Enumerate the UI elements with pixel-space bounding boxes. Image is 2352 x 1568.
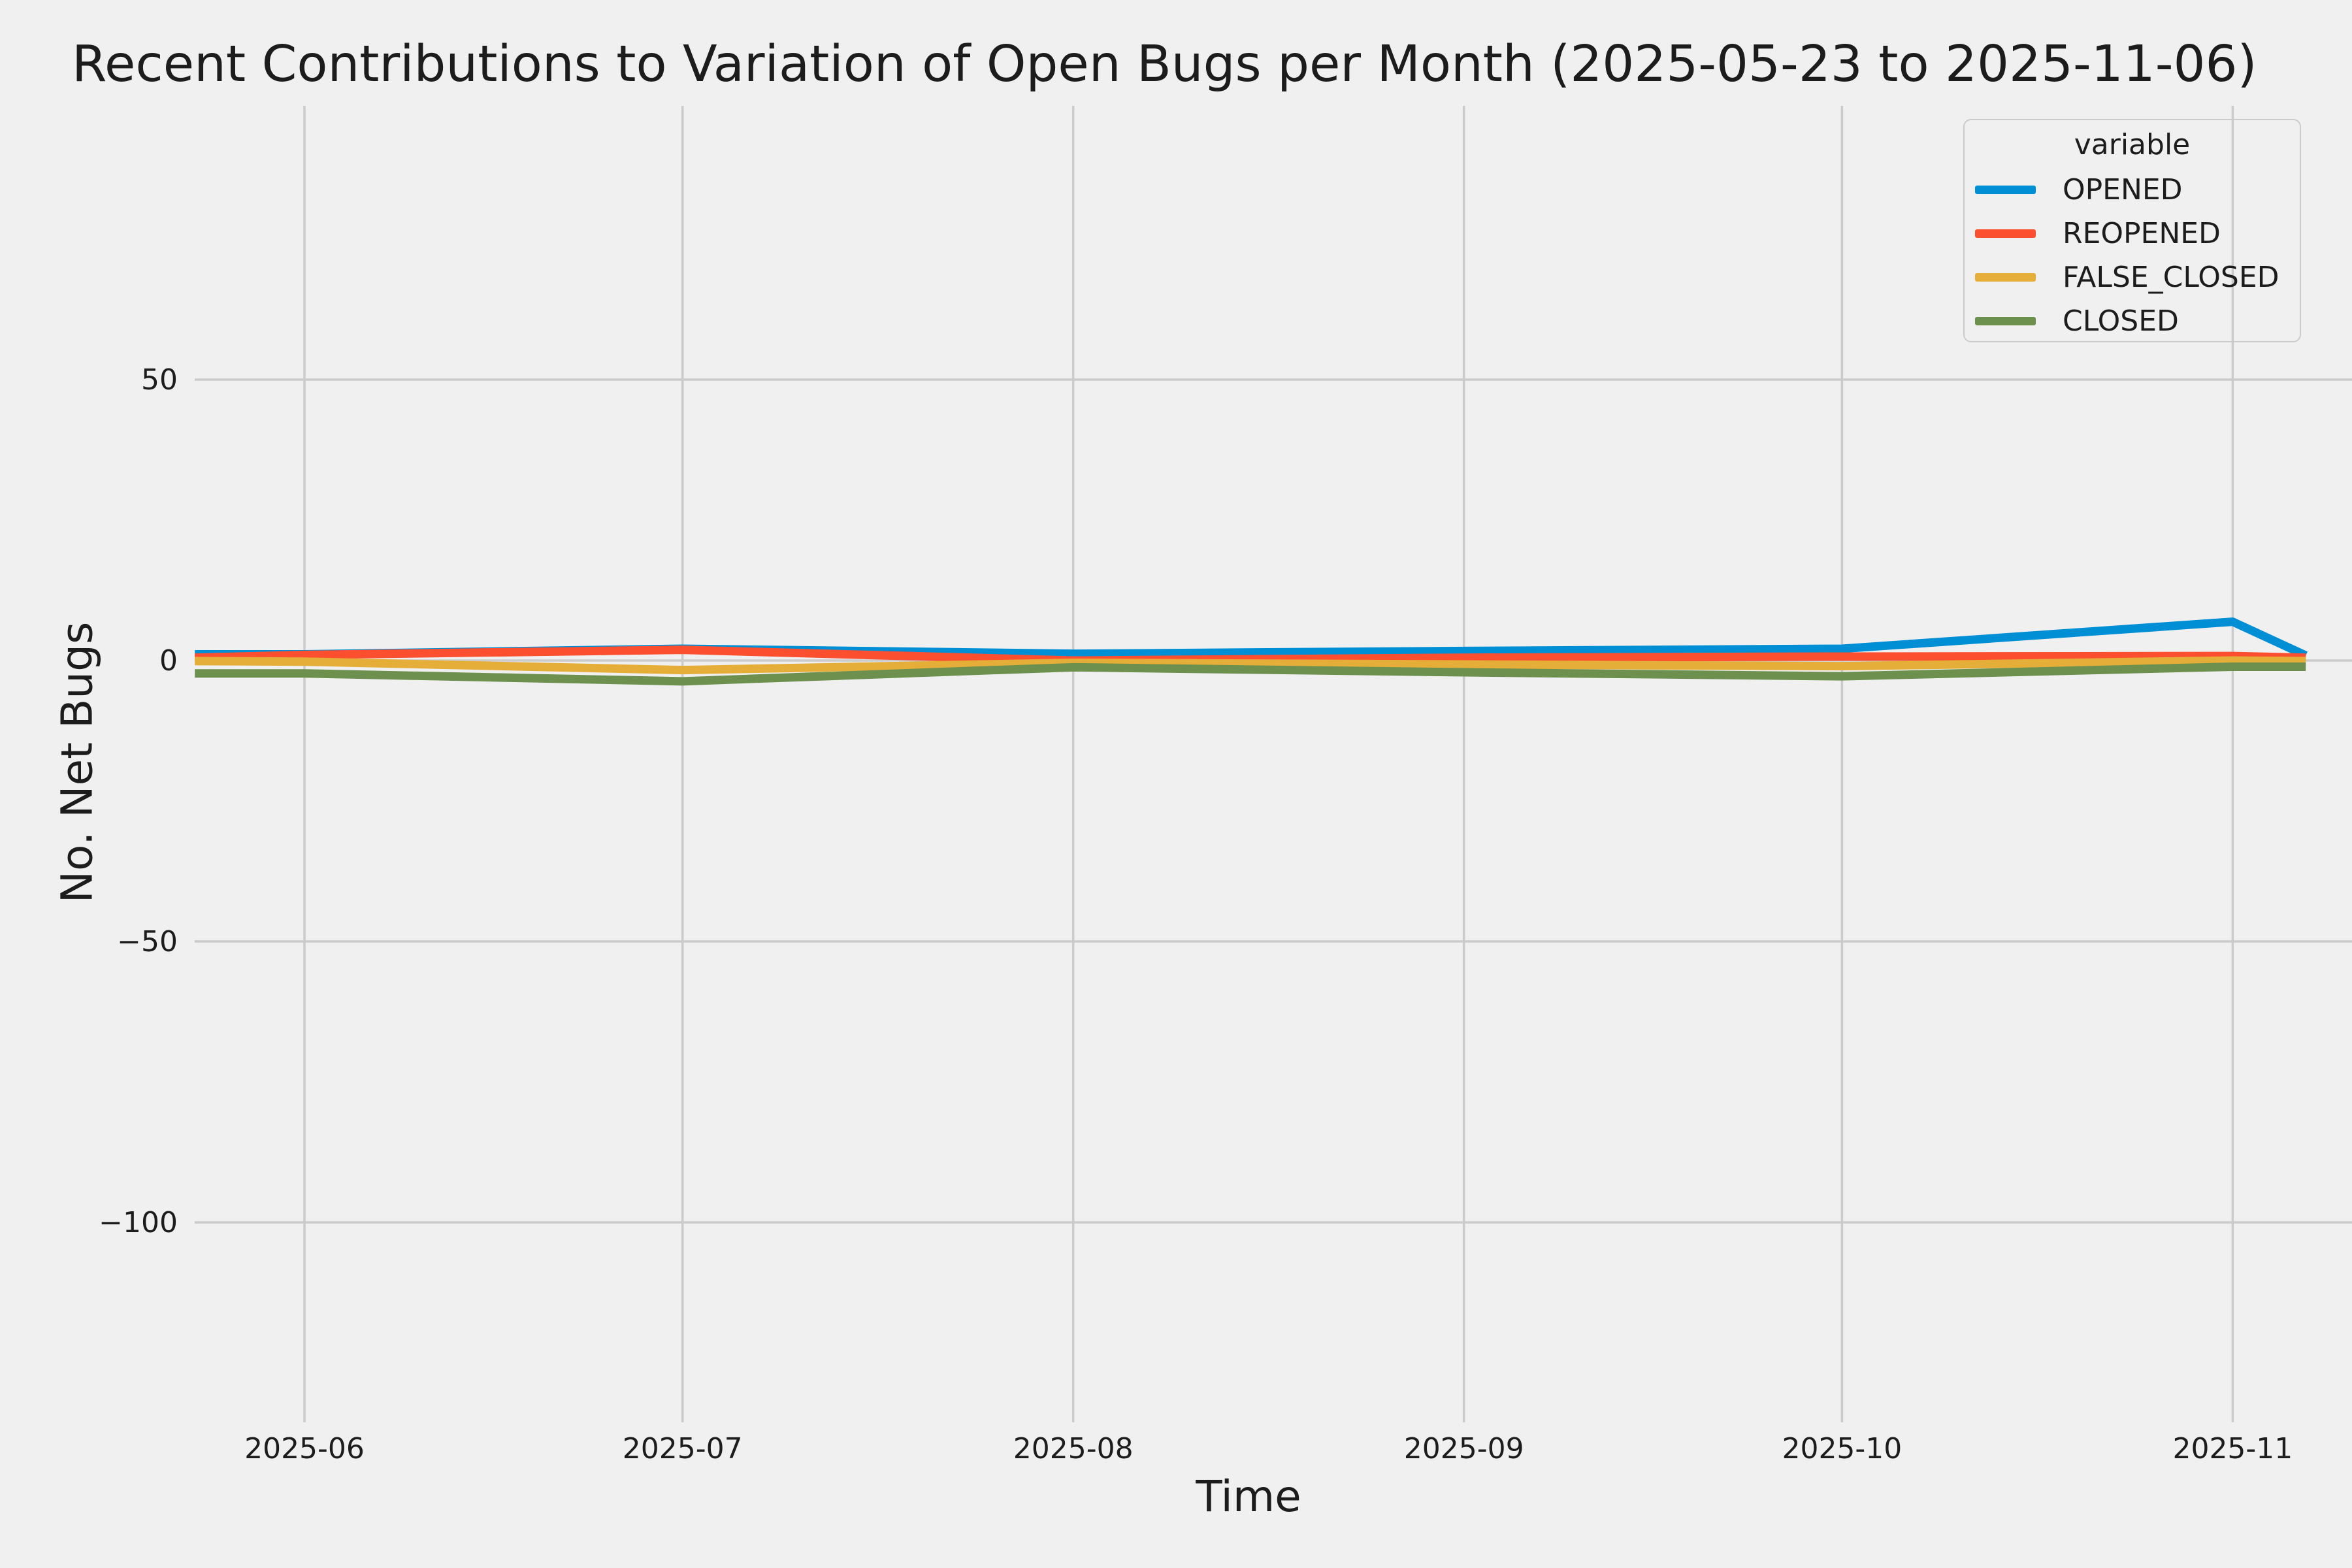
series-line-REOPENED <box>195 645 2306 665</box>
legend-entry-OPENED: OPENED <box>1965 168 2300 212</box>
x-tick-label-2025-06: 2025-06 <box>244 1432 365 1465</box>
legend-entry-REOPENED: REOPENED <box>1965 212 2300 255</box>
x-tick-label-2025-11: 2025-11 <box>2172 1432 2293 1465</box>
legend-title: variable <box>2074 128 2191 161</box>
legend-label-OPENED: OPENED <box>2063 173 2183 206</box>
y-tick-label-0: 0 <box>159 644 178 678</box>
legend-label-FALSE_CLOSED: FALSE_CLOSED <box>2063 261 2279 294</box>
x-tick-label-2025-07: 2025-07 <box>622 1432 743 1465</box>
legend-swatch-CLOSED <box>1975 317 2036 325</box>
legend-label-REOPENED: REOPENED <box>2063 217 2221 250</box>
y-tick-label-−50: −50 <box>117 925 178 958</box>
legend: variable OPENED REOPENED FALSE_CLOSED CLOSE… <box>1963 119 2301 342</box>
legend-swatch-FALSE_CLOSED <box>1975 273 2036 282</box>
legend-entry-CLOSED: CLOSED <box>1965 299 2300 343</box>
legend-entries: OPENED REOPENED FALSE_CLOSED CLOSED <box>1965 168 2300 343</box>
x-tick-label-2025-09: 2025-09 <box>1403 1432 1524 1465</box>
x-tick-label-2025-08: 2025-08 <box>1013 1432 1134 1465</box>
legend-label-CLOSED: CLOSED <box>2063 304 2179 338</box>
x-axis-label: Time <box>1196 1471 1301 1522</box>
y-tick-label-50: 50 <box>141 363 178 397</box>
y-tick-label-−100: −100 <box>99 1206 178 1239</box>
legend-entry-FALSE_CLOSED: FALSE_CLOSED <box>1965 255 2300 299</box>
x-tick-label-2025-10: 2025-10 <box>1782 1432 1903 1465</box>
series-line-CLOSED <box>195 662 2306 686</box>
legend-swatch-OPENED <box>1975 186 2036 194</box>
series-line-FALSE_CLOSED <box>195 656 2306 675</box>
chart-title: Recent Contributions to Variation of Ope… <box>72 35 2257 93</box>
legend-swatch-REOPENED <box>1975 229 2036 238</box>
